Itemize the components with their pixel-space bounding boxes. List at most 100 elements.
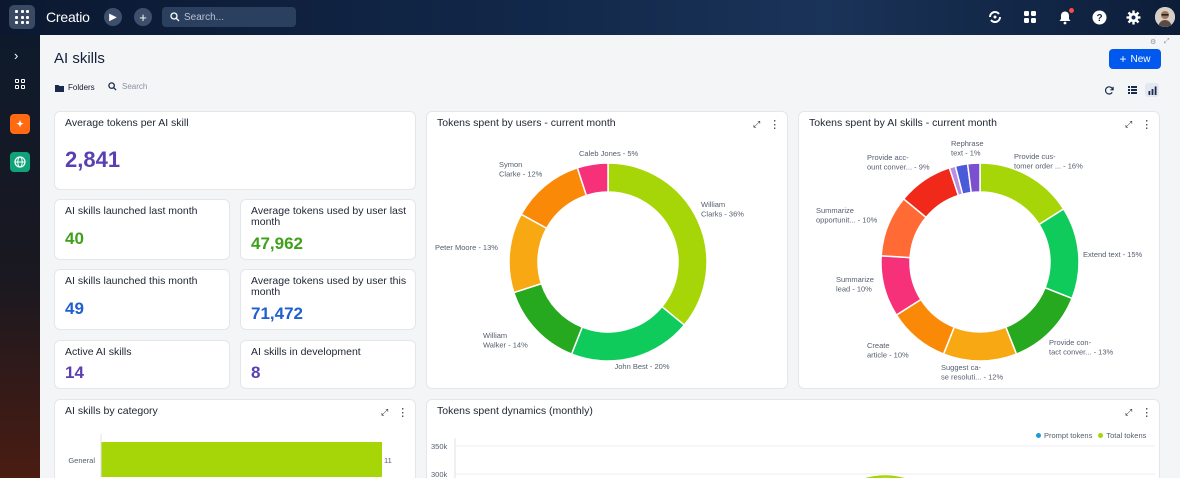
users-donut-label: John Best - 20%	[614, 362, 669, 371]
sidebar-app-ai[interactable]: ✦	[10, 114, 30, 134]
metric-card-active-skills: Active AI skills 14	[54, 340, 230, 389]
chart-title: Tokens spent dynamics (monthly)	[437, 405, 593, 417]
expand-icon[interactable]: ⤢	[1125, 119, 1133, 129]
left-sidebar: › ✦	[0, 35, 40, 478]
globe-icon	[14, 156, 26, 168]
page-title: AI skills	[54, 50, 105, 67]
users-donut-label: Caleb Jones - 5%	[579, 149, 639, 158]
line-chart-dynamics: 350k 300k	[431, 438, 1155, 478]
help-button[interactable]: ?	[1090, 8, 1108, 26]
settings-small-icon[interactable]: ⚙	[1150, 39, 1157, 46]
bar-value-label: 11	[384, 456, 392, 465]
add-button[interactable]: +	[134, 8, 152, 26]
metric-card-avg-tokens-last-month: Average tokens used by user last month 4…	[240, 199, 416, 260]
metric-card-avg-tokens: Average tokens per AI skill 2,841	[54, 111, 416, 190]
new-button[interactable]: + New	[1109, 49, 1161, 69]
legend-label: Prompt tokens	[1044, 431, 1093, 440]
svg-text:?: ?	[1096, 13, 1102, 24]
more-options-icon[interactable]: ⋮	[1141, 406, 1153, 419]
creatio-ai-button[interactable]	[986, 8, 1004, 26]
skills-donut-label: Summarize opportunit... - 10%	[816, 206, 878, 225]
list-search-placeholder: Search	[122, 82, 148, 91]
chart-icon	[1148, 86, 1156, 95]
chart-title: Tokens spent by AI skills - current mont…	[809, 117, 997, 129]
users-donut-label: William Walker - 14%	[483, 331, 528, 350]
app-launcher-button[interactable]	[9, 5, 35, 29]
apps-button[interactable]	[1021, 8, 1039, 26]
expand-sidebar-button[interactable]: ›	[14, 48, 18, 63]
list-search[interactable]: Search	[108, 82, 147, 91]
skills-donut-slice[interactable]	[979, 162, 1065, 226]
expand-icon[interactable]: ⤢	[753, 119, 761, 129]
skills-donut-slice[interactable]	[1038, 207, 1080, 300]
bar[interactable]	[101, 442, 382, 477]
users-donut-slice[interactable]	[570, 305, 686, 362]
chart-title: Tokens spent by users - current month	[437, 117, 616, 129]
run-process-button[interactable]: ▶	[104, 8, 122, 26]
skills-donut-slice[interactable]	[966, 162, 981, 194]
more-options-icon[interactable]: ⋮	[769, 118, 781, 131]
grid-icon	[15, 10, 29, 24]
plus-icon: +	[1119, 52, 1127, 66]
list-view-icon	[1127, 86, 1137, 94]
top-bar: Creatio ▶ + ?	[0, 0, 1180, 35]
y-tick-label: 300k	[431, 470, 448, 478]
users-donut-label: Peter Moore - 13%	[435, 243, 498, 252]
metric-label: Average tokens used by user last month	[251, 205, 407, 228]
more-options-icon[interactable]: ⋮	[397, 406, 409, 419]
legend-item[interactable]: Prompt tokens	[1036, 431, 1092, 440]
metric-label: AI skills launched this month	[65, 275, 198, 287]
creatio-ai-icon	[989, 11, 1001, 23]
chart-card-users: Tokens spent by users - current month ⤢ …	[426, 111, 788, 389]
all-apps-button[interactable]	[15, 79, 25, 89]
settings-button[interactable]	[1124, 8, 1142, 26]
skills-donut-label: Provide acc-ount conver... - 9%	[867, 153, 930, 172]
metric-card-launched-last-month: AI skills launched last month 40	[54, 199, 230, 260]
skills-donut-label: Summarize lead - 10%	[836, 275, 874, 294]
gear-icon	[1126, 10, 1140, 24]
expand-small-icon[interactable]: ⤢	[1164, 38, 1170, 45]
legend-item[interactable]: Total tokens	[1098, 431, 1146, 440]
avatar-image	[1155, 7, 1175, 27]
metric-value: 71,472	[251, 304, 303, 323]
search-icon	[170, 12, 180, 22]
refresh-button[interactable]	[1103, 84, 1115, 96]
metric-label: Average tokens used by user this month	[251, 275, 407, 298]
user-avatar[interactable]	[1155, 7, 1175, 27]
users-donut-slice[interactable]	[576, 162, 609, 197]
dashboard-view-button[interactable]	[1145, 83, 1159, 97]
total-tokens-line[interactable]	[863, 475, 907, 478]
users-donut-slice[interactable]	[607, 162, 708, 327]
folders-button[interactable]: Folders	[55, 83, 95, 92]
bar-category-label: General	[68, 456, 95, 465]
sidebar-app-globe[interactable]	[10, 152, 30, 172]
chevron-right-icon: ›	[14, 48, 19, 63]
metric-card-avg-tokens-this-month: Average tokens used by user this month 7…	[240, 269, 416, 330]
notification-badge	[1069, 8, 1074, 13]
global-search[interactable]	[162, 7, 296, 27]
folders-label: Folders	[68, 83, 95, 92]
y-tick-label: 350k	[431, 442, 448, 451]
plus-icon: +	[139, 9, 147, 25]
metric-value: 2,841	[65, 147, 121, 172]
notifications-button[interactable]	[1056, 8, 1074, 26]
apps-icon	[1024, 11, 1036, 23]
more-options-icon[interactable]: ⋮	[1141, 118, 1153, 131]
metric-value: 47,962	[251, 234, 303, 253]
skills-donut-slice[interactable]	[942, 326, 1018, 362]
global-search-input[interactable]	[184, 7, 292, 27]
skills-donut-label: Rephrase text - 1%	[951, 139, 984, 158]
list-view-button[interactable]	[1126, 84, 1138, 96]
creatio-logo: Creatio	[46, 9, 90, 25]
expand-icon[interactable]: ⤢	[1125, 407, 1133, 417]
bar-chart-category: General 11	[68, 434, 392, 478]
legend-label: Total tokens	[1106, 431, 1147, 440]
chart-card-skills: Tokens spent by AI skills - current mont…	[798, 111, 1160, 389]
users-donut-slice[interactable]	[508, 213, 548, 294]
help-icon: ?	[1092, 10, 1106, 24]
expand-icon[interactable]: ⤢	[381, 407, 389, 417]
metric-card-launched-this-month: AI skills launched this month 49	[54, 269, 230, 330]
chart-legend: Prompt tokens Total tokens	[1036, 431, 1146, 440]
donut-chart-users: William Clarks - 36% John Best - 20% Willia…	[435, 149, 744, 371]
metric-value: 14	[65, 363, 84, 382]
